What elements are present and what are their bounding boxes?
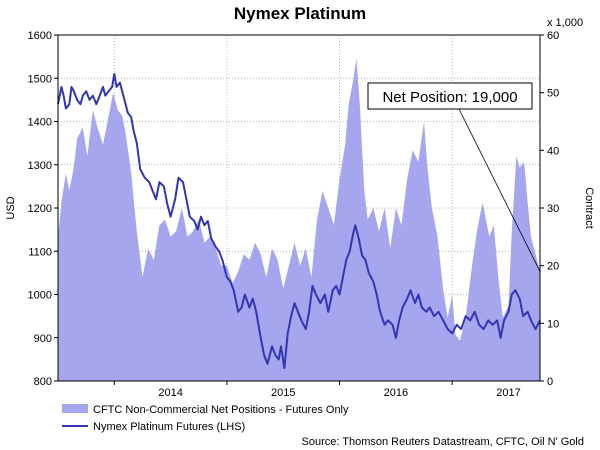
right-tick-label: 30 — [547, 203, 559, 215]
left-tick-label: 1100 — [28, 246, 52, 258]
right-tick-label: 50 — [547, 88, 559, 100]
legend: CFTC Non-Commercial Net Positions - Futu… — [62, 404, 349, 433]
source-note: Source: Thomson Reuters Datastream, CFTC… — [302, 436, 585, 448]
callout-label: Net Position: 19,000 — [382, 89, 517, 106]
right-tick-label: 10 — [547, 318, 559, 330]
line-series-platinum-futures — [57, 72, 541, 369]
callout-leader-line — [457, 106, 541, 272]
x-tick-label: 2017 — [496, 387, 520, 399]
left-tick-label: 900 — [34, 333, 52, 345]
net-position-callout: Net Position: 19,000 — [367, 82, 541, 272]
left-tick-label: 800 — [34, 376, 52, 388]
x-tick-label: 2014 — [158, 387, 182, 399]
right-tick-label: 40 — [547, 145, 559, 157]
left-tick-label: 1000 — [28, 290, 52, 302]
left-axis-ticks: 800 900 1000 1100 1200 1300 1400 1500 1600 — [28, 30, 58, 388]
left-tick-label: 1300 — [28, 160, 52, 172]
legend-label-area: CFTC Non-Commercial Net Positions - Futu… — [93, 404, 349, 416]
x-tick-label: 2015 — [271, 387, 295, 399]
legend-label-line: Nymex Platinum Futures (LHS) — [93, 421, 245, 433]
right-axis-title: Contract — [583, 187, 595, 229]
chart-title: Nymex Platinum — [234, 4, 366, 23]
callout-box — [367, 82, 533, 110]
right-axis-ticks: 0 10 20 30 40 50 60 — [540, 30, 559, 388]
left-tick-label: 1400 — [28, 117, 52, 129]
right-tick-label: 60 — [547, 30, 559, 42]
left-tick-label: 1600 — [28, 30, 52, 42]
x-axis-ticks: 2014 2015 2016 2017 — [113, 381, 521, 399]
right-tick-label: 0 — [547, 376, 553, 388]
line-series-layer — [57, 72, 541, 369]
left-tick-label: 1200 — [28, 203, 52, 215]
legend-swatch-area — [62, 404, 88, 413]
left-tick-label: 1500 — [28, 73, 52, 85]
right-tick-label: 20 — [547, 261, 559, 273]
x-tick-label: 2016 — [384, 387, 408, 399]
right-axis-multiplier: x 1,000 — [547, 17, 583, 29]
left-axis-title: USD — [5, 196, 17, 219]
